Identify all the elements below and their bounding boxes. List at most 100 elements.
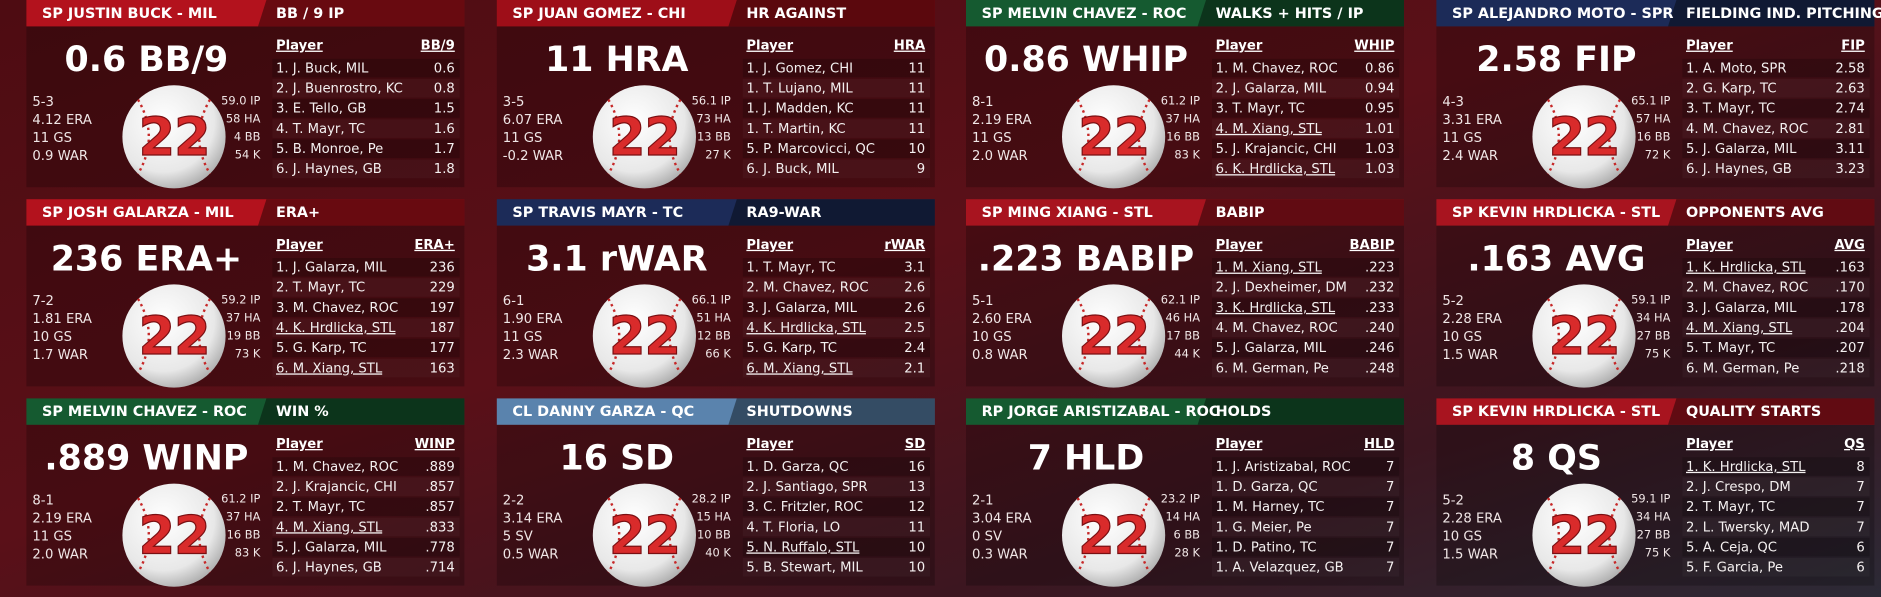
panel-body — [496, 26, 935, 188]
jersey-number: 22 — [138, 306, 209, 367]
baseball — [592, 483, 696, 587]
stat-title: WALKS + HITS / IP — [1216, 6, 1364, 22]
row-band — [742, 338, 930, 358]
player-header: SP MING XIANG - STL — [982, 205, 1153, 221]
stat-value: .833 — [425, 520, 454, 535]
player-name: 3. T. Mayr, TC — [1686, 102, 1775, 117]
left-stat: 0.3 WAR — [972, 547, 1028, 562]
stat-value: .240 — [1365, 321, 1394, 336]
stitching — [1076, 298, 1090, 374]
player-header: SP MELVIN CHAVEZ - ROC — [42, 404, 247, 420]
stat-value: 11 — [908, 102, 925, 117]
player-name: 2. L. Twersky, MAD — [1686, 520, 1809, 535]
right-stat: 14 HA — [1166, 510, 1201, 524]
baseball — [1062, 284, 1166, 388]
stat-value: 1.5 — [434, 102, 455, 117]
stat-title: WIN % — [276, 404, 329, 420]
stat-value: .889 — [425, 460, 454, 475]
player-name: 2. J. Krajancic, CHI — [276, 480, 397, 495]
header-shade — [1197, 398, 1404, 425]
left-stat: 5-1 — [972, 294, 994, 309]
stat-panel: SP KEVIN HRDLICKA - STL OPPONENTS AVG .163… — [1436, 199, 1875, 388]
stat-value: 7 — [1386, 561, 1394, 576]
panel-header — [496, 398, 935, 425]
player-name: 1. K. Hrdlicka, STL — [1686, 460, 1806, 475]
header-shade — [1668, 0, 1875, 27]
left-stat: 5-2 — [1442, 294, 1464, 309]
stat-value: .857 — [425, 480, 454, 495]
player-name: 1. J. Gomez, CHI — [746, 61, 853, 76]
left-stat: 11 GS — [32, 131, 72, 146]
row-band — [1682, 99, 1870, 118]
headline-stat: .889 WINP — [44, 439, 248, 479]
jersey-number: 22 — [609, 505, 680, 566]
left-stat: 11 GS — [972, 131, 1012, 146]
player-header: SP KEVIN HRDLICKA - STL — [1452, 205, 1660, 221]
jersey-number: 22 — [609, 306, 680, 367]
stat-value: 0.86 — [1365, 61, 1394, 76]
player-name: 3. C. Fritzler, ROC — [746, 500, 863, 515]
row-band — [1212, 298, 1400, 317]
headline-stat: 11 HRA — [545, 40, 688, 80]
stat-title: BB / 9 IP — [276, 6, 344, 22]
row-band — [1682, 338, 1870, 358]
player-name: 5. J. Galarza, MIL — [276, 540, 387, 555]
right-stat: 34 HA — [1636, 311, 1671, 325]
stat-value: 3.23 — [1835, 162, 1864, 177]
player-name: 2. M. Chavez, ROC — [746, 281, 868, 296]
player-header: SP JUSTIN BUCK - MIL — [42, 6, 217, 22]
stitching — [198, 298, 212, 374]
column-header: ERA+ — [414, 238, 454, 253]
header-shade — [258, 398, 465, 425]
player-name: 5. J. Galarza, MIL — [1686, 142, 1797, 157]
row-band — [1212, 58, 1400, 78]
stat-title: SHUTDOWNS — [746, 404, 852, 420]
right-stat: 13 BB — [697, 129, 731, 143]
stat-value: 10 — [908, 142, 925, 157]
right-stat: 19 BB — [227, 329, 261, 343]
stat-value: .233 — [1365, 301, 1394, 316]
left-stat: 2-2 — [503, 493, 525, 508]
column-header: WINP — [415, 437, 455, 452]
panel-header — [1436, 398, 1875, 425]
stitching — [136, 298, 150, 374]
left-stat: 10 GS — [1442, 330, 1482, 345]
left-stat: 10 GS — [972, 330, 1012, 345]
player-name: 5. N. Ruffalo, STL — [746, 540, 860, 555]
player-name: 1. D. Garza, QC — [746, 460, 848, 475]
player-name: 3. E. Tello, GB — [276, 102, 366, 117]
player-name: 5. G. Karp, TC — [746, 341, 837, 356]
stat-value: 2.74 — [1835, 102, 1864, 117]
panel-header — [1436, 0, 1875, 27]
row-band — [272, 497, 460, 517]
left-stat: 1.81 ERA — [32, 312, 92, 327]
stat-value: .218 — [1835, 361, 1864, 376]
player-name: 5. G. Karp, TC — [276, 341, 367, 356]
column-header: Player — [746, 39, 793, 54]
stitching — [607, 298, 621, 374]
left-stat: 1.5 WAR — [1442, 547, 1498, 562]
stat-value: 2.4 — [904, 341, 925, 356]
left-stat: 5-2 — [1442, 493, 1464, 508]
stat-value: .778 — [425, 540, 454, 555]
stat-panel: SP MING XIANG - STL BABIP .223 BABIP 5-1 2.6… — [966, 199, 1404, 388]
left-stat: 8-1 — [972, 95, 994, 110]
stat-value: 8 — [1856, 460, 1864, 475]
right-stat: 61.2 IP — [1161, 93, 1200, 107]
player-name: 5. J. Galarza, MIL — [1216, 341, 1327, 356]
stat-value: 177 — [430, 341, 455, 356]
right-stat: 16 BB — [1637, 129, 1671, 143]
stitching — [1608, 497, 1622, 574]
row-band — [1212, 537, 1400, 557]
stitching — [1137, 298, 1151, 374]
stat-value: 2.6 — [904, 281, 925, 296]
baseball — [122, 284, 226, 388]
stitching — [668, 98, 682, 175]
stat-value: 7 — [1856, 480, 1864, 495]
stat-value: 2.1 — [904, 361, 925, 376]
player-name: 3. M. Chavez, ROC — [276, 301, 398, 316]
right-stat: 37 HA — [226, 510, 261, 524]
column-header: Player — [1216, 437, 1263, 452]
header-shade — [1197, 199, 1404, 226]
stat-value: 2.6 — [904, 301, 925, 316]
